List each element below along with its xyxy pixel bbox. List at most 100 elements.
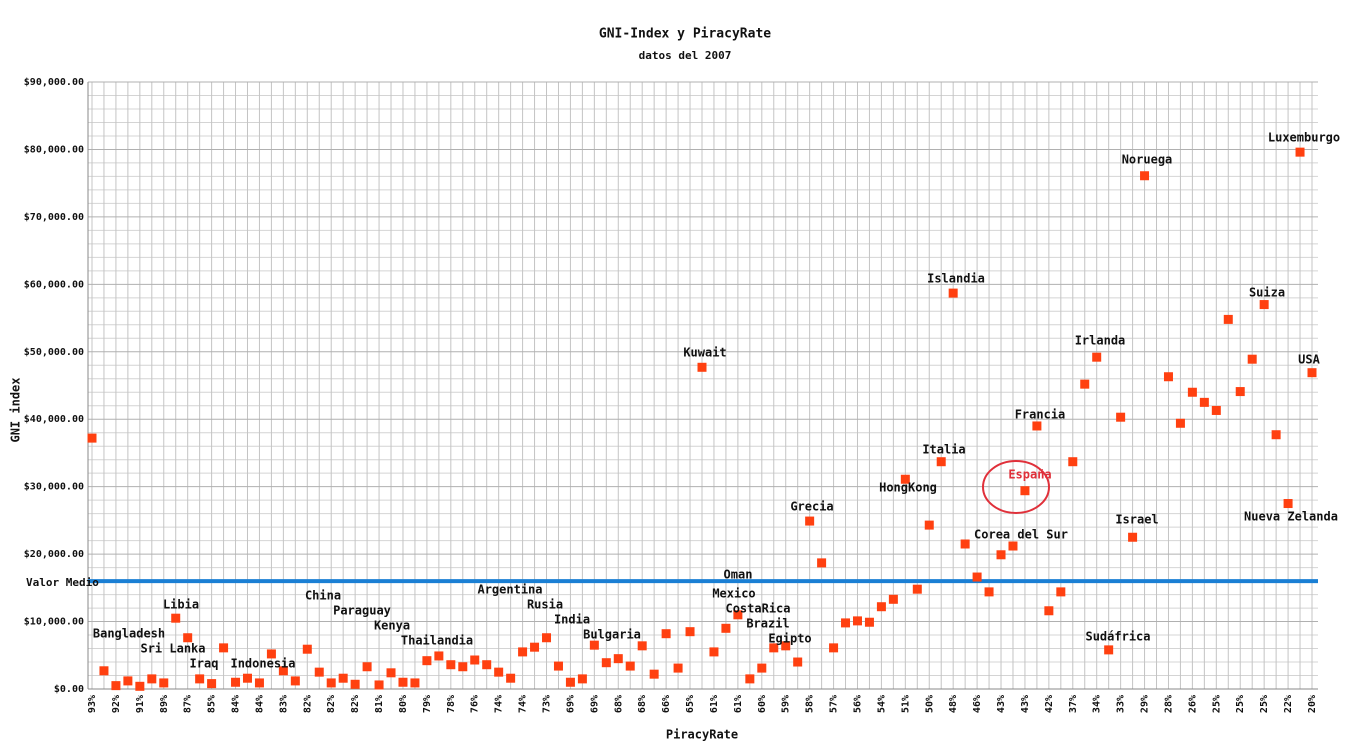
point xyxy=(219,643,229,653)
annotation: Libia xyxy=(163,598,199,612)
point xyxy=(1116,412,1126,422)
x-tick-label: 48% xyxy=(948,695,959,713)
annotation: Israel xyxy=(1115,513,1158,527)
x-tick-label: 29% xyxy=(1140,695,1151,713)
point xyxy=(721,623,731,633)
point xyxy=(518,647,528,657)
annotation: Indonesia xyxy=(230,657,295,671)
chart-title: GNI-Index y PiracyRate xyxy=(599,27,771,42)
point xyxy=(1223,314,1233,324)
x-tick-label: 83% xyxy=(278,695,289,713)
x-tick-label: 60% xyxy=(757,695,768,713)
x-tick-label: 84% xyxy=(231,695,242,713)
point xyxy=(470,655,480,665)
x-tick-label: 28% xyxy=(1163,695,1174,713)
annotation: Mexico xyxy=(712,587,755,601)
x-tick-label: 82% xyxy=(350,695,361,713)
x-tick-label: 50% xyxy=(924,695,935,713)
point xyxy=(171,613,181,623)
annotation: Iraq xyxy=(190,657,219,671)
annotation: Suiza xyxy=(1249,286,1285,300)
point xyxy=(685,627,695,637)
point xyxy=(530,642,540,652)
point xyxy=(1259,300,1269,310)
x-tick-label: 82% xyxy=(326,695,337,713)
x-tick-label: 89% xyxy=(159,695,170,713)
annotation: Luxemburgo xyxy=(1268,131,1340,145)
point xyxy=(996,550,1006,560)
point xyxy=(876,602,886,612)
y-tick-label: $10,000.00 xyxy=(24,617,84,628)
point xyxy=(386,668,396,678)
point xyxy=(326,678,336,688)
point xyxy=(1163,372,1173,382)
point xyxy=(314,667,324,677)
point xyxy=(601,658,611,668)
point xyxy=(709,647,719,657)
point xyxy=(87,433,97,443)
x-tick-label: 61% xyxy=(733,695,744,713)
annotation: Islandia xyxy=(927,272,985,286)
x-tick-label: 25% xyxy=(1235,695,1246,713)
point xyxy=(972,572,982,582)
point xyxy=(123,676,133,686)
point xyxy=(1271,430,1281,440)
x-tick-label: 25% xyxy=(1211,695,1222,713)
point xyxy=(1295,147,1305,157)
point xyxy=(338,673,348,683)
point xyxy=(147,674,157,684)
point xyxy=(1247,354,1257,364)
y-tick-label: $90,000.00 xyxy=(24,77,84,88)
point xyxy=(1092,352,1102,362)
y-tick-label: $30,000.00 xyxy=(24,482,84,493)
point xyxy=(912,584,922,594)
annotation: HongKong xyxy=(879,481,937,495)
point xyxy=(829,643,839,653)
annotation: Italia xyxy=(922,443,965,457)
highlight-ellipse xyxy=(982,460,1050,514)
point xyxy=(1044,606,1054,616)
point xyxy=(1235,387,1245,397)
annotation: Thailandia xyxy=(401,634,473,648)
point xyxy=(195,674,205,684)
annotation: Sri Lanka xyxy=(140,642,205,656)
point xyxy=(99,666,109,676)
point xyxy=(960,539,970,549)
y-tick-label: $70,000.00 xyxy=(24,212,84,223)
point xyxy=(542,633,552,643)
x-tick-label: 57% xyxy=(829,695,840,713)
x-tick-label: 22% xyxy=(1283,695,1294,713)
point xyxy=(111,681,121,691)
x-tick-label: 74% xyxy=(518,695,529,713)
point xyxy=(613,654,623,664)
x-tick-label: 59% xyxy=(781,695,792,713)
x-axis-label: PiracyRate xyxy=(666,728,738,742)
point xyxy=(1211,405,1221,415)
point xyxy=(984,587,994,597)
x-tick-label: 69% xyxy=(565,695,576,713)
x-tick-label: 80% xyxy=(398,695,409,713)
point xyxy=(924,520,934,530)
annotation: Grecia xyxy=(790,500,833,514)
point xyxy=(1128,532,1138,542)
point xyxy=(135,681,145,691)
annotation: Noruega xyxy=(1122,153,1173,167)
point xyxy=(1199,397,1209,407)
point xyxy=(458,662,468,672)
y-axis-label: GNI index xyxy=(9,377,23,442)
point xyxy=(553,661,563,671)
point xyxy=(577,674,587,684)
annotation: Corea del Sur xyxy=(974,528,1068,542)
annotation: Rusia xyxy=(527,598,563,612)
x-tick-label: 69% xyxy=(589,695,600,713)
point xyxy=(231,677,241,687)
point xyxy=(852,616,862,626)
point xyxy=(1080,379,1090,389)
annotation: Oman xyxy=(724,568,753,582)
annotation: China xyxy=(305,589,341,603)
x-tick-label: 42% xyxy=(1044,695,1055,713)
point xyxy=(362,662,372,672)
annotation: Irlanda xyxy=(1075,334,1126,348)
point xyxy=(446,660,456,670)
